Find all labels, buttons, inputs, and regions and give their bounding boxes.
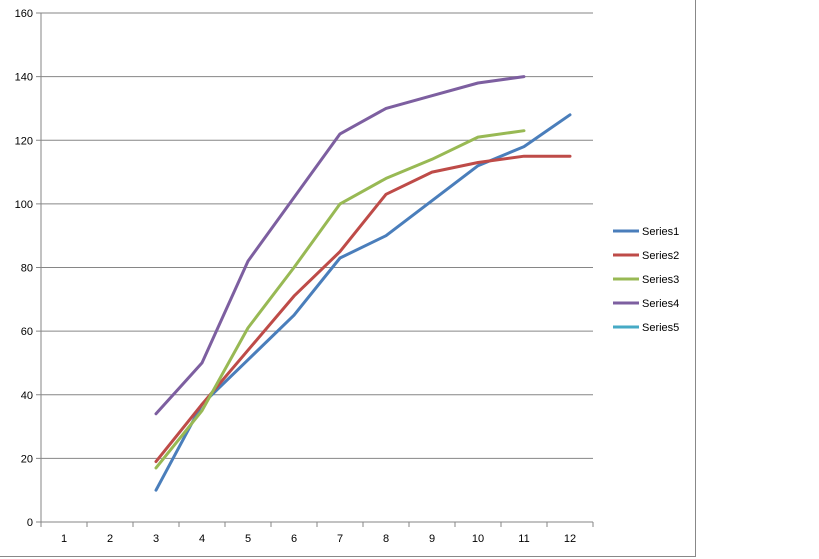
y-tick-label: 140 (15, 72, 33, 84)
y-tick-label: 0 (27, 517, 33, 529)
series-line-series3 (154, 129, 526, 470)
legend-label: Series3 (642, 274, 679, 286)
y-tick-label: 60 (21, 326, 33, 338)
x-tick-label: 4 (199, 533, 205, 545)
x-tick-label: 2 (107, 533, 113, 545)
chart-frame (0, 0, 696, 557)
series-line-series4 (154, 75, 526, 416)
series-line-series1 (154, 113, 572, 492)
x-tick-label: 7 (337, 533, 343, 545)
legend-label: Series5 (642, 322, 679, 334)
x-tick-label: 3 (153, 533, 159, 545)
x-tick-label: 6 (291, 533, 297, 545)
y-tick-label: 120 (15, 135, 33, 147)
y-tick-label: 20 (21, 453, 33, 465)
y-tick-label: 100 (15, 199, 33, 211)
x-tick-label: 10 (472, 533, 484, 545)
y-tick-label: 160 (15, 8, 33, 20)
legend-label: Series1 (642, 226, 679, 238)
legend-label: Series4 (642, 298, 679, 310)
legend-label: Series2 (642, 250, 679, 262)
y-tick-label: 80 (21, 263, 33, 275)
x-tick-label: 11 (518, 533, 529, 545)
y-tick-label: 40 (21, 390, 33, 402)
series-line-series2 (154, 154, 572, 464)
x-tick-label: 8 (383, 533, 389, 545)
x-tick-label: 9 (429, 533, 435, 545)
x-tick-label: 12 (564, 533, 576, 545)
x-tick-label: 5 (245, 533, 251, 545)
x-tick-label: 1 (61, 533, 67, 545)
